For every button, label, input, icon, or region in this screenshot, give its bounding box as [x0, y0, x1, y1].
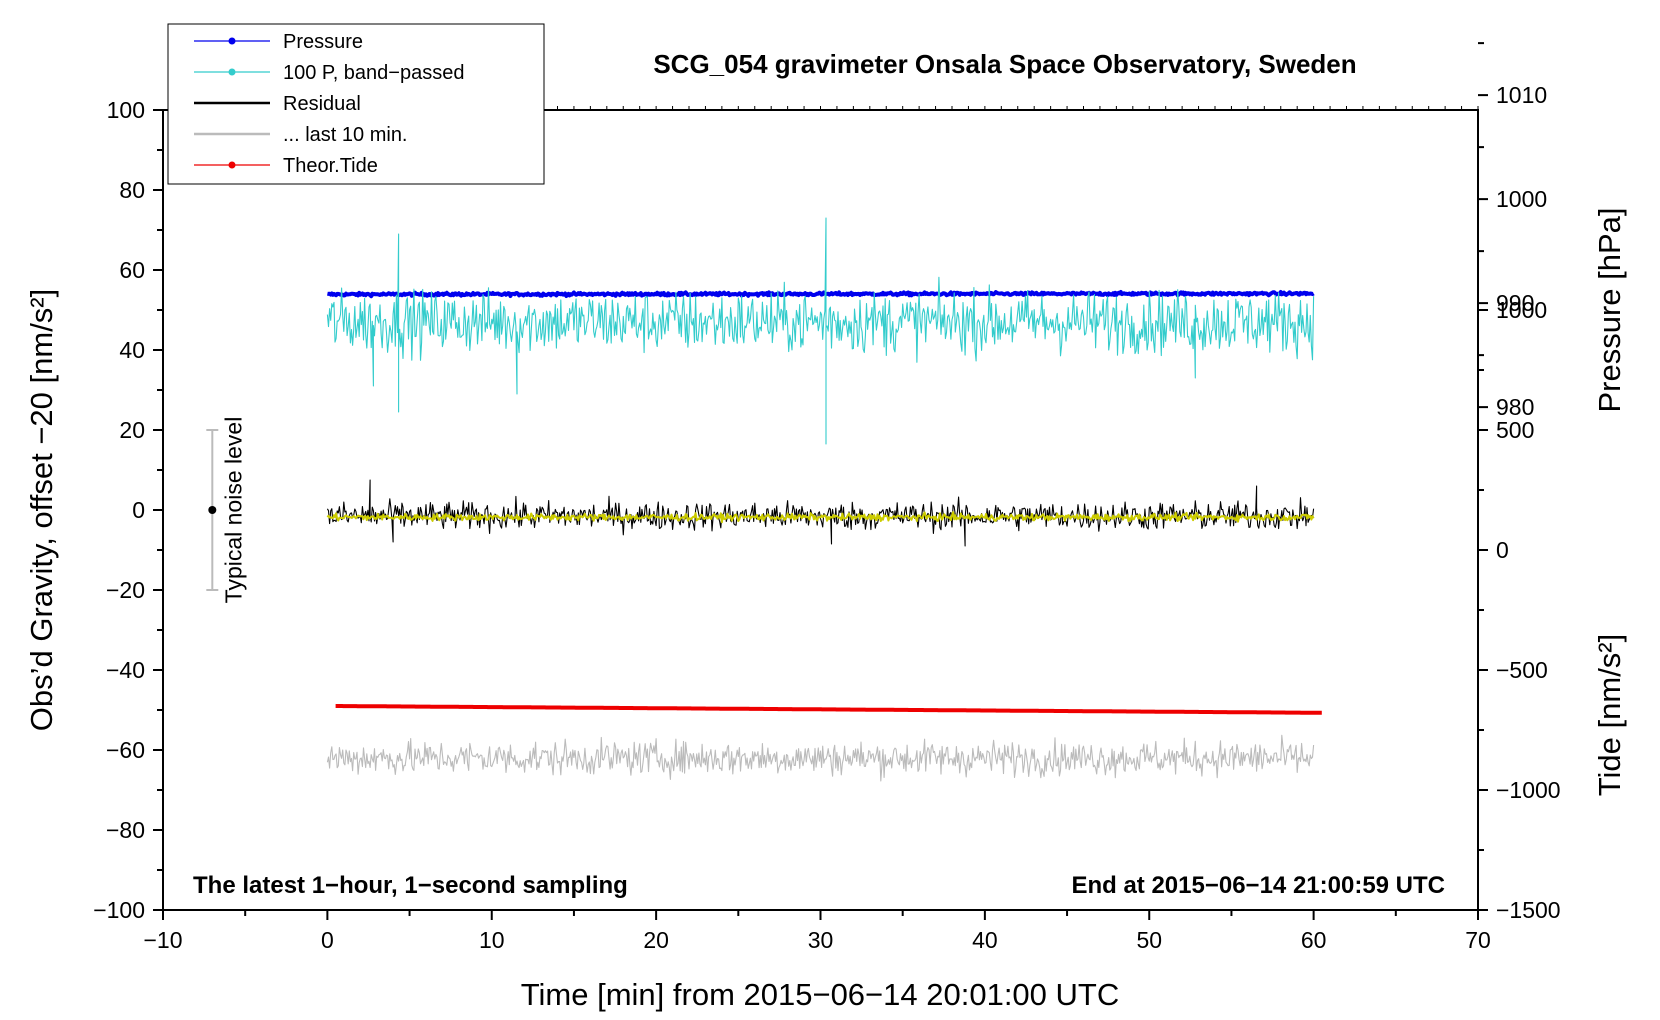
y-tick-label: 20: [119, 417, 145, 443]
annotation-bottom-left: The latest 1−hour, 1−second sampling: [193, 872, 628, 899]
series-theor-tide-line: [334, 704, 1323, 715]
series-last-10-min-line: [326, 734, 1315, 782]
y-tick-label: −80: [106, 817, 145, 843]
y-tick-label: −40: [106, 657, 145, 683]
legend-marker: [228, 161, 236, 169]
series-residual-smoothed: [326, 511, 1315, 524]
legend-label: ... last 10 min.: [283, 124, 408, 146]
x-tick-label: 20: [643, 927, 669, 953]
tide-tick-label: −1500: [1496, 897, 1561, 923]
legend-label: Residual: [283, 93, 361, 115]
y-tick-label: 40: [119, 337, 145, 363]
tide-axis-title: Tide [nm/s²]: [1592, 634, 1627, 797]
noise-bar-center-dot: [208, 506, 217, 514]
x-tick-label: 40: [972, 927, 998, 953]
x-tick-label: 30: [808, 927, 834, 953]
x-tick-label: 60: [1301, 927, 1327, 953]
pressure-axis-title: Pressure [hPa]: [1592, 207, 1627, 412]
y-tick-label: 100: [107, 97, 145, 123]
legend-label: Theor.Tide: [283, 155, 378, 177]
series-last-10-min: [326, 734, 1315, 782]
x-tick-label: 50: [1136, 927, 1162, 953]
y-tick-label: −60: [106, 737, 145, 763]
legend: Pressure 100 P, band−passed Residual ... la…: [167, 23, 545, 185]
pressure-tick-label: 980: [1496, 394, 1534, 420]
y-tick-label: −20: [106, 577, 145, 603]
tide-tick-label: 500: [1496, 417, 1534, 443]
pressure-tick-label: 1000: [1496, 186, 1547, 212]
series-pressure: [326, 290, 1315, 299]
axes-layer: −10 0 10 20 30 40 50 60 70−100−80−60−40−20020406…: [93, 0, 1560, 953]
x-tick-label: 10: [479, 927, 505, 953]
legend-label: 100 P, band−passed: [283, 62, 464, 84]
y-axis-title: Obs’d Gravity, offset −20 [nm/s²]: [24, 289, 59, 732]
chart-title: SCG_054 gravimeter Onsala Space Observat…: [653, 49, 1356, 79]
legend-label: Pressure: [283, 31, 363, 53]
tide-tick-label: 1000: [1496, 297, 1547, 323]
y-tick-label: 0: [132, 497, 145, 523]
y-tick-label: 80: [119, 177, 145, 203]
tide-tick-label: 0: [1496, 537, 1509, 563]
pressure-tick-label: 990: [1496, 290, 1534, 316]
x-tick-label: 70: [1465, 927, 1491, 953]
series-theor-tide: [334, 704, 1323, 715]
y-tick-label: −100: [93, 897, 145, 923]
noise-level-indicator: Typical noise level: [206, 417, 246, 604]
legend-marker: [228, 37, 236, 45]
tide-tick-label: −1000: [1496, 777, 1561, 803]
y-tick-label: 60: [119, 257, 145, 283]
x-axis-title: Time [min] from 2015−06−14 20:01:00 UTC: [521, 977, 1120, 1012]
series-100-p-band-passed-line: [326, 217, 1315, 445]
series-layer: [326, 217, 1323, 782]
tide-tick-label: −500: [1496, 657, 1548, 683]
annotation-bottom-right: End at 2015−06−14 21:00:59 UTC: [1071, 872, 1445, 899]
noise-level-label: Typical noise level: [220, 417, 246, 604]
series-residual-smoothed-line: [326, 511, 1315, 524]
x-tick-label: 0: [321, 927, 334, 953]
series-pressure-line: [326, 290, 1315, 299]
pressure-tick-label: 1010: [1496, 82, 1547, 108]
series-100-p-band-passed: [326, 217, 1315, 445]
x-tick-label: −10: [143, 927, 182, 953]
legend-marker: [228, 68, 236, 76]
